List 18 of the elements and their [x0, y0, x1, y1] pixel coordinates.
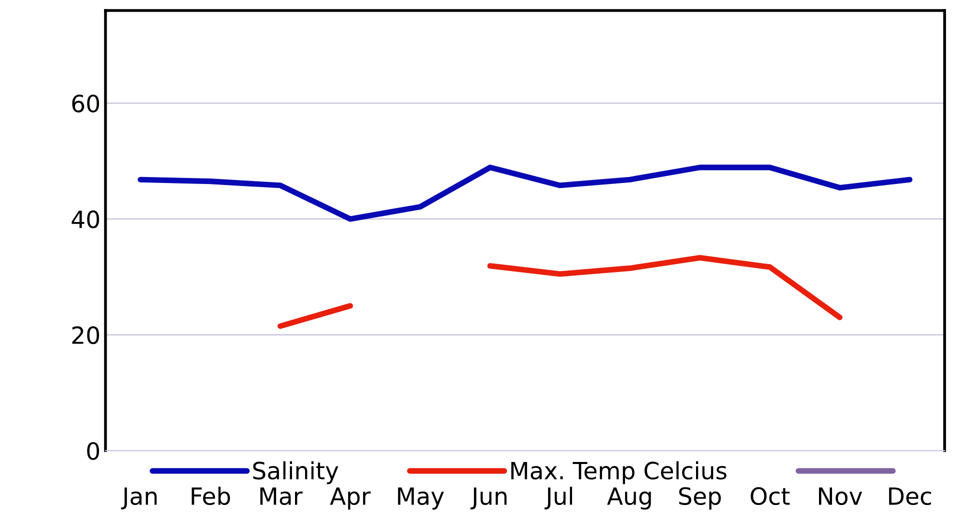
y-tick-label: 40 — [72, 210, 100, 228]
y-tick-label: 0 — [87, 442, 100, 460]
x-tick-label: Oct — [750, 487, 790, 506]
legend-label: Max. Temp Celcius — [511, 461, 726, 484]
x-tick-label: Nov — [819, 487, 862, 506]
x-tick-label: May — [398, 487, 444, 510]
x-tick-label: Mar — [260, 487, 303, 506]
x-tick-label: Dec — [889, 487, 932, 506]
y-tick-label: 20 — [72, 326, 100, 344]
y-tick-label: 60 — [72, 94, 100, 112]
x-tick-label: Sep — [679, 487, 721, 510]
x-tick-label: Aug — [607, 487, 651, 510]
legend-label: Salinity — [253, 461, 338, 484]
x-tick-label: Apr — [330, 487, 371, 510]
x-tick-label: Feb — [192, 486, 230, 506]
x-tick-label: Jun — [470, 487, 507, 510]
x-tick-label: Jul — [544, 486, 572, 510]
x-tick-label: Jan — [121, 487, 157, 510]
